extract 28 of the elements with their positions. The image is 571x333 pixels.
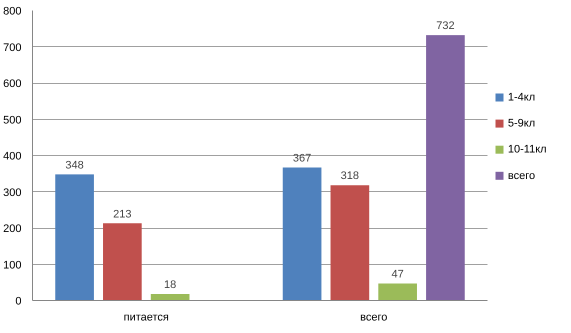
bar xyxy=(426,35,465,300)
bar xyxy=(55,174,94,300)
y-tick-label: 500 xyxy=(3,114,22,126)
bar xyxy=(378,283,417,300)
y-tick-label: 300 xyxy=(3,186,22,199)
bar xyxy=(330,185,370,300)
data-label: 47 xyxy=(392,268,404,280)
y-tick-label: 600 xyxy=(3,78,22,90)
y-tick-label: 200 xyxy=(3,223,22,235)
bar xyxy=(103,223,142,300)
data-label: 213 xyxy=(113,208,132,220)
legend-label: всего xyxy=(508,170,536,182)
data-label: 732 xyxy=(436,20,455,32)
legend-label: 1-4кл xyxy=(508,92,536,104)
bar xyxy=(150,294,190,300)
y-tick-label: 800 xyxy=(3,6,22,18)
legend-label: 10-11кл xyxy=(508,144,547,156)
data-label: 367 xyxy=(292,152,312,164)
y-tick-label: 400 xyxy=(3,150,22,162)
x-tick-label: питается xyxy=(124,312,169,324)
y-tick-label: 100 xyxy=(3,259,22,272)
legend-label: 5-9кл xyxy=(508,118,536,130)
y-tick-label: 700 xyxy=(3,42,22,54)
bar xyxy=(282,167,322,300)
y-tick-label: 0 xyxy=(15,296,22,308)
data-label: 318 xyxy=(340,170,360,182)
data-label: 18 xyxy=(164,278,176,291)
data-label: 348 xyxy=(65,159,84,172)
